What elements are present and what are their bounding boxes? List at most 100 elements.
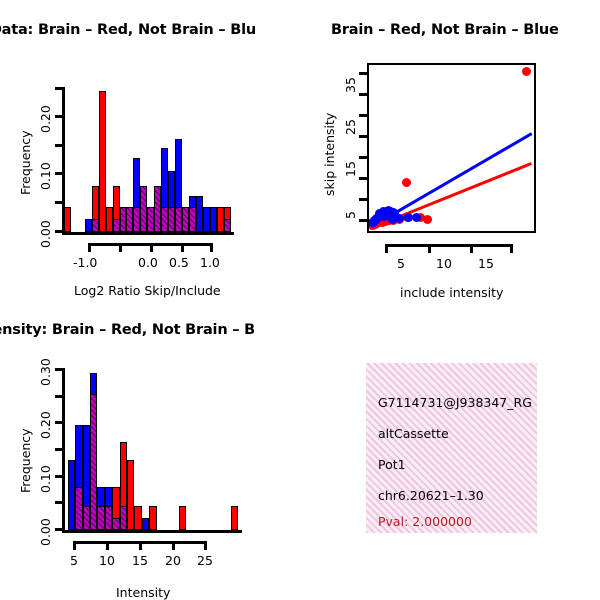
- ratio-x-ticklabel: 0.0: [138, 255, 158, 270]
- ratio-x-ticklabel: 1.0: [200, 255, 220, 270]
- intensity-y-tick: [55, 421, 63, 424]
- info-gene-id: G7114731@J938347_RG: [378, 395, 532, 410]
- intensity-x-tick: [106, 541, 109, 550]
- histogram-bar-overlap: [91, 219, 99, 232]
- ratio-y-tick: [55, 87, 63, 90]
- intensity-x-ticklabel: 10: [99, 553, 115, 568]
- histogram-bar-overlap: [119, 206, 127, 232]
- scatter-x-ticklabel: 15: [478, 256, 494, 271]
- ratio-x-tick: [119, 243, 122, 252]
- info-gene-symbol: Pot1: [378, 457, 406, 472]
- intensity-x-tick: [139, 541, 142, 550]
- histogram-bar-overlap: [188, 206, 196, 232]
- ratio-histogram-title: RatioData: Brain – Red, Not Brain – Blu: [0, 22, 257, 38]
- ratio-x-tick: [210, 243, 213, 252]
- info-event-type: altCassette: [378, 426, 449, 441]
- scatter-x-axis-label: include intensity: [400, 285, 504, 300]
- histogram-bar-brain: [178, 505, 187, 530]
- histogram-bar-overlap: [104, 505, 113, 530]
- scatter-point-brain: [401, 177, 411, 187]
- scatter-point-brain: [422, 214, 432, 224]
- scatter-points-layer: [369, 65, 534, 231]
- intensity-histogram-bars: [0, 300, 300, 600]
- ratio-x-ticklabel: 0.5: [169, 255, 189, 270]
- scatter-x-ticklabel: 10: [436, 256, 452, 271]
- histogram-bar-overlap: [89, 394, 98, 530]
- scatter-y-tick: [359, 93, 367, 96]
- scatter-y-tick: [359, 72, 367, 75]
- intensity-y-tick: [55, 395, 63, 398]
- scatter-y-ticklabel: 15: [343, 161, 358, 177]
- ratio-x-tick: [150, 243, 153, 252]
- histogram-bar-overlap: [168, 206, 176, 232]
- scatter-y-ticklabel: 5: [343, 211, 358, 219]
- histogram-bar-overlap: [154, 186, 162, 232]
- intensity-x-ticklabel: 5: [70, 553, 78, 568]
- histogram-bar-not-brain: [84, 219, 92, 232]
- ratio-y-axis: [62, 87, 65, 232]
- intensity-x-axis: [62, 530, 242, 533]
- ratio-x-tick: [88, 243, 91, 252]
- scatter-y-ticklabel: 35: [343, 77, 358, 93]
- histogram-bar-brain: [230, 505, 239, 530]
- intensity-x-axis-label: Intensity: [116, 585, 171, 600]
- histogram-bar-not-brain: [209, 206, 217, 232]
- intensity-x-tick: [204, 541, 207, 550]
- scatter-point-not-brain: [386, 210, 396, 220]
- histogram-bar-overlap: [126, 206, 134, 232]
- scatter-x-tick: [470, 244, 473, 253]
- intensity-x-ticklabel: 20: [165, 553, 181, 568]
- scatter-x-tick: [428, 244, 431, 253]
- ratio-x-axis-label: Log2 Ratio Skip/Include: [74, 283, 221, 298]
- histogram-bar-overlap: [75, 486, 83, 530]
- intensity-title-clip: ne Itensity: Brain – Red, Not Brain – B: [0, 322, 300, 344]
- scatter-y-tick: [359, 198, 367, 201]
- ratio-y-tick: [55, 230, 63, 233]
- histogram-bar-brain: [134, 505, 142, 530]
- scatter-plot-frame: [367, 63, 536, 233]
- intensity-x-tick: [73, 541, 76, 550]
- info-coordinates: chr6.20621–1.30: [378, 488, 484, 503]
- panel-intensity-histogram: ne Itensity: Brain – Red, Not Brain – B …: [0, 300, 300, 600]
- ratio-x-ticklabel: -1.0: [73, 255, 98, 270]
- ratio-y-tick: [55, 172, 63, 175]
- scatter-point-not-brain: [388, 215, 398, 225]
- scatter-x-axis-ruler: [385, 244, 513, 247]
- scatter-x-tick: [385, 244, 388, 253]
- scatter-point-brain: [521, 67, 531, 77]
- scatter-point-not-brain: [394, 214, 404, 224]
- event-info-box: G7114731@J938347_RG altCassette Pot1 chr…: [366, 363, 537, 533]
- intensity-y-tick: [55, 448, 63, 451]
- intensity-y-tick: [55, 475, 63, 478]
- histogram-bar-overlap: [181, 206, 189, 232]
- scatter-title: Brain – Red, Not Brain – Blue: [331, 22, 559, 38]
- histogram-bar-overlap: [161, 206, 169, 232]
- histogram-bar-brain: [127, 459, 135, 530]
- scatter-y-tick: [359, 114, 367, 117]
- panel-ratio-histogram: RatioData: Brain – Red, Not Brain – Blu …: [0, 0, 300, 300]
- histogram-bar-overlap: [119, 505, 128, 530]
- histogram-bar-brain: [98, 90, 106, 232]
- histogram-bar-overlap: [112, 517, 120, 530]
- histogram-bar-brain: [105, 206, 113, 232]
- histogram-bar-not-brain: [141, 517, 150, 530]
- intensity-x-ticklabel: 25: [197, 553, 213, 568]
- intensity-y-tick: [55, 528, 63, 531]
- scatter-y-ticklabel: 25: [343, 119, 358, 135]
- scatter-y-tick: [359, 156, 367, 159]
- intensity-y-tick: [55, 501, 63, 504]
- histogram-bar-brain: [216, 206, 224, 232]
- scatter-y-axis-label: skip intensity: [322, 112, 337, 196]
- histogram-bar-overlap: [112, 219, 120, 232]
- histogram-bar-not-brain: [202, 206, 210, 232]
- ratio-histogram-bars: [0, 0, 300, 300]
- ratio-x-axis: [62, 232, 234, 235]
- histogram-bar-overlap: [147, 206, 155, 232]
- intensity-y-tick: [55, 368, 63, 371]
- intensity-y-axis: [62, 368, 65, 530]
- ratio-y-tick: [55, 115, 63, 118]
- scatter-x-ticklabel: 5: [397, 256, 405, 271]
- histogram-bar-overlap: [223, 219, 231, 232]
- histogram-bar-overlap: [133, 206, 141, 232]
- ratio-x-tick: [181, 243, 184, 252]
